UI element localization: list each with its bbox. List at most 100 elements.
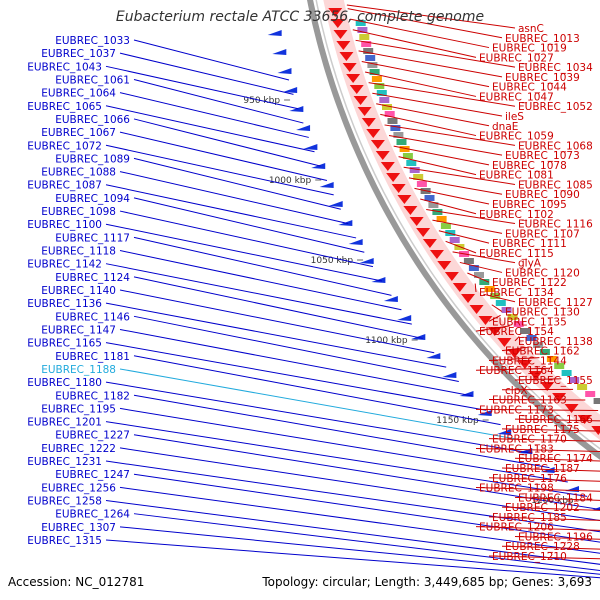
right-leader-line bbox=[475, 325, 510, 332]
feature-block bbox=[409, 167, 420, 173]
left-gene-label: EUBREC_1061 bbox=[55, 74, 130, 86]
reverse-gene-arrow bbox=[528, 371, 543, 380]
reverse-gene-arrow bbox=[452, 283, 467, 292]
left-leader-line bbox=[105, 105, 315, 153]
right-leader-line bbox=[501, 467, 600, 472]
left-gene-label: EUBREC_1066 bbox=[55, 114, 130, 126]
forward-gene-arrow bbox=[383, 296, 398, 302]
right-leader-line bbox=[514, 418, 600, 422]
right-gene-label: EUBREC_1170 bbox=[492, 434, 567, 446]
feature-block bbox=[593, 398, 600, 404]
feature-block bbox=[526, 335, 537, 341]
forward-gene-arrow bbox=[277, 68, 292, 74]
right-gene-label: EUBREC_1081 bbox=[479, 170, 554, 182]
forward-gene-arrow bbox=[497, 429, 512, 435]
right-leader-line bbox=[388, 135, 503, 156]
reverse-gene-arrow bbox=[361, 118, 376, 127]
left-leader-line bbox=[105, 421, 588, 497]
left-gene-label: EUBREC_1195 bbox=[41, 403, 116, 415]
right-leader-line bbox=[452, 251, 516, 264]
feature-block bbox=[513, 321, 524, 327]
right-gene-label: EUBREC_1163 bbox=[492, 395, 567, 407]
forward-gene-arrow bbox=[267, 30, 282, 36]
genome-summary-text: Topology: circular; Length: 3,449,685 bp… bbox=[262, 575, 592, 589]
forward-gene-arrow bbox=[296, 125, 311, 131]
scale-label: 1000 kbp bbox=[269, 176, 312, 186]
right-leader-line bbox=[501, 346, 530, 352]
left-leader-line bbox=[133, 394, 550, 469]
right-leader-line bbox=[361, 60, 490, 88]
left-leader-line bbox=[105, 263, 412, 325]
feature-block bbox=[440, 223, 451, 229]
feature-block bbox=[546, 356, 557, 362]
reverse-gene-arrow bbox=[391, 184, 406, 193]
left-leader-line bbox=[105, 223, 383, 282]
left-leader-line bbox=[133, 197, 365, 253]
left-leader-line bbox=[119, 171, 349, 225]
forward-gene-arrow bbox=[328, 201, 343, 207]
left-leader-line bbox=[119, 486, 600, 554]
feature-block bbox=[359, 34, 370, 40]
left-gene-label: EUBREC_1124 bbox=[55, 272, 130, 284]
left-gene-label: EUBREC_1264 bbox=[55, 509, 130, 521]
left-leader-line bbox=[105, 144, 334, 196]
right-leader-line bbox=[483, 293, 516, 303]
left-gene-label: EUBREC_1181 bbox=[55, 351, 130, 363]
right-leader-line bbox=[376, 103, 490, 127]
right-gene-label: EUBREC_1047 bbox=[479, 91, 554, 103]
right-leader-line bbox=[408, 177, 503, 195]
right-leader-line bbox=[438, 230, 490, 244]
left-gene-label: EUBREC_1089 bbox=[55, 153, 130, 165]
reverse-gene-arrow bbox=[409, 217, 424, 226]
feature-block bbox=[413, 174, 424, 180]
right-leader-line bbox=[380, 113, 477, 137]
right-leader-line bbox=[426, 209, 516, 225]
reverse-gene-arrow bbox=[517, 360, 532, 369]
right-gene-label: EUBREC_1039 bbox=[505, 72, 580, 84]
left-gene-label: EUBREC_1043 bbox=[27, 61, 102, 73]
left-gene-label: EUBREC_1094 bbox=[55, 193, 130, 205]
right-gene-label: dnaE bbox=[492, 121, 518, 133]
reverse-gene-arrow bbox=[403, 206, 418, 215]
left-leader-line bbox=[105, 500, 600, 565]
left-leader-line bbox=[133, 513, 600, 572]
feature-block bbox=[406, 160, 417, 166]
left-gene-label: EUBREC_1188 bbox=[41, 364, 116, 376]
feature-block bbox=[479, 279, 490, 285]
reverse-gene-arrow bbox=[422, 239, 437, 248]
right-gene-label: EUBREC_1052 bbox=[518, 101, 593, 113]
feature-block bbox=[390, 125, 401, 131]
right-leader-line bbox=[475, 447, 600, 452]
left-leader-line bbox=[105, 342, 487, 411]
right-gene-label: EUBREC_1154 bbox=[479, 326, 554, 338]
right-gene-label: EUBREC_1095 bbox=[492, 199, 567, 211]
left-gene-label: EUBREC_1037 bbox=[41, 48, 116, 60]
right-gene-label: EUBREC_1111 bbox=[492, 238, 567, 250]
right-gene-label: EUBREC_1130 bbox=[505, 307, 580, 319]
reverse-gene-arrow bbox=[437, 261, 452, 270]
feature-block bbox=[369, 69, 380, 75]
forward-gene-arrow bbox=[272, 49, 287, 55]
feature-block bbox=[585, 391, 596, 397]
right-leader-line bbox=[355, 39, 516, 68]
reverse-gene-arrow bbox=[353, 96, 368, 105]
left-leader-line bbox=[133, 236, 392, 296]
left-gene-label: EUBREC_1201 bbox=[27, 417, 102, 429]
right-leader-line bbox=[372, 92, 503, 117]
right-leader-line bbox=[445, 240, 477, 254]
feature-block bbox=[554, 363, 565, 369]
reverse-gene-arrow bbox=[380, 162, 395, 171]
reverse-gene-arrow bbox=[357, 107, 372, 116]
right-leader-line bbox=[398, 156, 477, 176]
right-gene-label: EUBREC_1144 bbox=[492, 355, 567, 367]
forward-gene-arrow bbox=[289, 106, 304, 112]
right-gene-label: EUBREC_1155 bbox=[518, 375, 593, 387]
right-gene-label: EUBREC_1120 bbox=[505, 267, 580, 279]
right-gene-label: EUBREC_1164 bbox=[479, 365, 554, 377]
right-gene-label: EUBREC_1176 bbox=[492, 473, 567, 485]
right-gene-label: EUBREC_1019 bbox=[492, 43, 567, 55]
right-leader-line bbox=[501, 428, 600, 432]
right-gene-label: EUBREC_1228 bbox=[505, 541, 580, 553]
left-gene-label: EUBREC_1118 bbox=[41, 246, 116, 258]
